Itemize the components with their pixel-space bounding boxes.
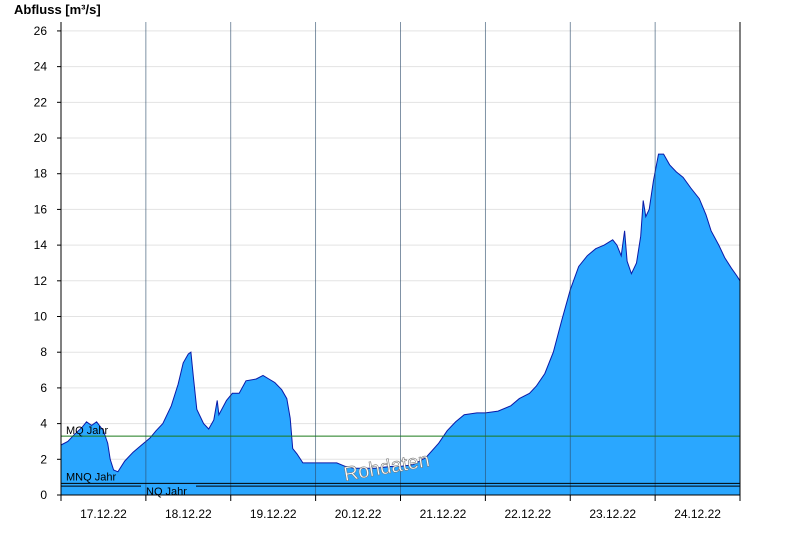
x-tick-label: 24.12.22 [674,507,721,521]
x-tick-label: 20.12.22 [335,507,382,521]
y-tick-label: 10 [34,310,48,324]
y-tick-label: 16 [34,202,48,216]
y-tick-label: 22 [34,95,48,109]
y-axis-title: Abfluss [m³/s] [14,2,101,17]
x-tick-label: 18.12.22 [165,507,212,521]
y-tick-label: 14 [34,238,48,252]
x-tick-label: 22.12.22 [504,507,551,521]
y-tick-label: 26 [34,24,48,38]
y-tick-label: 8 [40,345,47,359]
x-tick-label: 21.12.22 [420,507,467,521]
y-tick-label: 6 [40,381,47,395]
y-tick-label: 2 [40,452,47,466]
x-tick-labels: 17.12.22 18.12.22 19.12.22 20.12.22 21.12.22… [80,507,721,521]
x-tick-label: 17.12.22 [80,507,127,521]
y-tick-label: 20 [34,131,48,145]
y-tick-label: 12 [34,274,48,288]
reference-line-label: MNQ Jahr [66,471,116,483]
y-tick-label: 18 [34,167,48,181]
x-tick-label: 19.12.22 [250,507,297,521]
y-tick-label: 24 [34,60,48,74]
day-separator-lines [145,22,656,495]
axes [60,22,741,501]
y-tick-label: 4 [40,417,47,431]
x-tick-label: 23.12.22 [589,507,636,521]
discharge-line [60,153,741,473]
y-tick-label: 0 [40,488,47,502]
reference-line-label: MQ Jahr [66,425,109,437]
reference-line-label: NQ Jahr [146,486,187,498]
